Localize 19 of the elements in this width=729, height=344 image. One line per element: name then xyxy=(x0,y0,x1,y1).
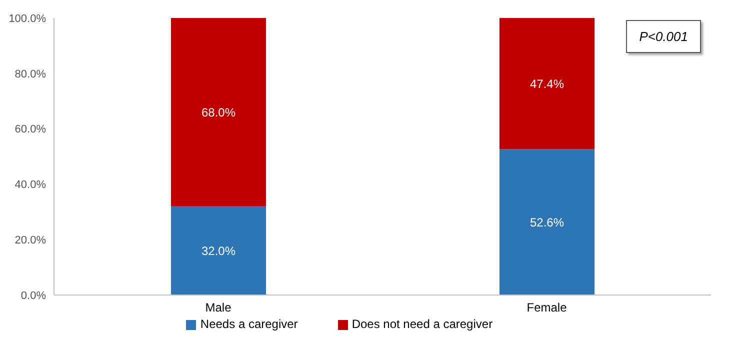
x-tick-label: Female xyxy=(526,300,568,315)
legend-label: Needs a caregiver xyxy=(200,317,298,331)
bar xyxy=(500,149,594,295)
y-tick-label: 20.0% xyxy=(14,234,46,247)
data-label: 68.0% xyxy=(201,105,236,120)
data-label: 52.6% xyxy=(530,215,564,230)
x-tick-label: Male xyxy=(205,300,232,315)
legend-label: Does not need a caregiver xyxy=(352,317,493,331)
data-label: 32.0% xyxy=(201,244,236,258)
y-tick-label: 60.0% xyxy=(14,124,46,136)
y-tick-label: 100.0% xyxy=(8,12,46,25)
bar xyxy=(171,18,266,206)
y-tick-label: 80.0% xyxy=(14,68,46,80)
data-label: 47.4% xyxy=(530,76,564,91)
y-tick-label: 40.0% xyxy=(14,179,46,192)
bar xyxy=(500,18,594,150)
annotation: P<0.001 xyxy=(626,20,701,53)
y-tick-label: 0.0% xyxy=(20,290,46,302)
bar xyxy=(171,206,266,295)
